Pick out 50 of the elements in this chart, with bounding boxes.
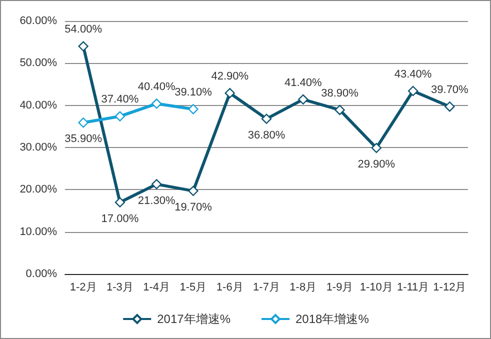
y-tick-label: 0.00% <box>26 268 58 280</box>
point <box>408 86 418 96</box>
point <box>78 41 88 52</box>
point <box>334 104 345 116</box>
data-label: 19.70% <box>174 202 212 214</box>
point <box>151 98 162 109</box>
x-tick-label: 1-2月 <box>70 282 97 294</box>
y-tick-label: 10.00% <box>20 226 58 238</box>
x-tick-label: 1-9月 <box>326 282 354 294</box>
y-tick-label: 20.00% <box>20 184 58 196</box>
x-tick-label: 1-7月 <box>253 282 280 294</box>
x-tick-label: 1-3月 <box>106 282 134 294</box>
point <box>114 197 126 208</box>
legend-label: 2018年增速% <box>296 312 370 326</box>
data-label: 40.40% <box>138 81 176 94</box>
point <box>444 102 455 112</box>
point <box>261 114 272 124</box>
data-label: 17.00% <box>101 212 139 225</box>
x-tick-label: 1-4月 <box>143 282 170 294</box>
y-tick-label: 40.00% <box>20 99 58 112</box>
data-label: 42.90% <box>211 70 249 83</box>
y-tick-label: 50.00% <box>20 57 58 70</box>
data-label: 54.00% <box>64 24 102 36</box>
point <box>371 142 382 154</box>
data-label: 29.90% <box>358 158 396 171</box>
data-label: 41.40% <box>284 76 322 89</box>
point <box>78 118 88 128</box>
data-label: 43.40% <box>394 68 432 80</box>
x-tick-label: 1-12月 <box>433 282 466 294</box>
point <box>114 111 126 122</box>
x-tick-label: 1-11月 <box>396 282 430 294</box>
data-label: 38.90% <box>321 87 359 100</box>
x-tick-label: 1-6月 <box>216 282 244 294</box>
data-label: 36.80% <box>248 129 286 142</box>
point <box>224 88 235 98</box>
data-label: 35.90% <box>64 133 102 146</box>
y-tick-label: 30.00% <box>20 142 58 154</box>
point <box>188 186 198 196</box>
x-tick-label: 1-10月 <box>360 282 393 294</box>
point <box>151 179 162 190</box>
legend-label: 2017年增速% <box>157 312 231 326</box>
point <box>298 94 308 105</box>
x-tick-label: 1-8月 <box>290 282 317 294</box>
y-tick-label: 60.00% <box>20 15 58 27</box>
point <box>188 104 198 114</box>
data-label: 21.30% <box>138 194 176 207</box>
data-label: 39.70% <box>431 84 469 96</box>
data-label: 39.10% <box>174 86 212 99</box>
data-label: 37.40% <box>101 94 139 106</box>
x-tick-label: 1-5月 <box>180 282 207 294</box>
